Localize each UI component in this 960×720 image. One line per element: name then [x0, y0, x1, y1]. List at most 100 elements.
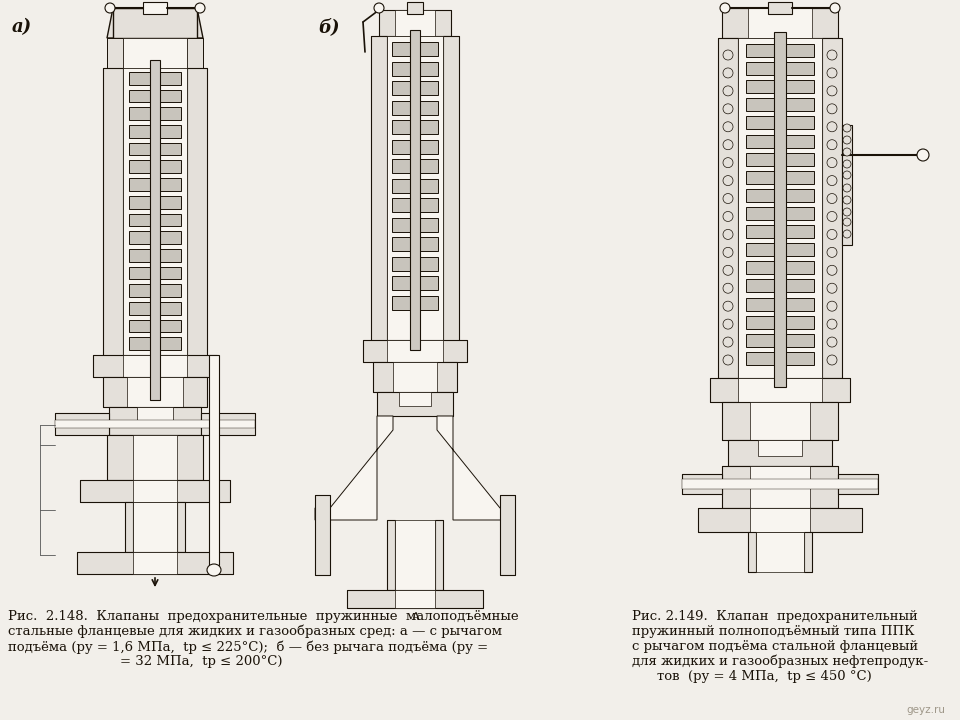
Bar: [774, 32, 786, 387]
Bar: [379, 10, 451, 36]
Bar: [129, 284, 181, 297]
Bar: [129, 302, 181, 315]
Bar: [750, 508, 810, 532]
Ellipse shape: [827, 248, 837, 257]
Bar: [129, 161, 181, 174]
Bar: [746, 352, 814, 365]
Ellipse shape: [843, 148, 851, 156]
Ellipse shape: [827, 265, 837, 275]
Ellipse shape: [843, 136, 851, 144]
Bar: [137, 407, 173, 425]
Ellipse shape: [827, 337, 837, 347]
Bar: [55, 413, 109, 435]
Bar: [80, 480, 230, 502]
Bar: [746, 315, 814, 329]
Bar: [371, 36, 387, 341]
Bar: [129, 249, 181, 261]
Bar: [107, 435, 203, 480]
Bar: [728, 440, 832, 466]
Bar: [435, 520, 443, 590]
Bar: [133, 502, 177, 552]
Ellipse shape: [723, 176, 733, 186]
Bar: [177, 502, 185, 552]
Ellipse shape: [723, 319, 733, 329]
Ellipse shape: [723, 194, 733, 204]
Bar: [756, 532, 804, 572]
Bar: [722, 466, 838, 508]
Bar: [722, 402, 838, 440]
Bar: [129, 196, 181, 209]
Ellipse shape: [723, 212, 733, 222]
Ellipse shape: [827, 104, 837, 114]
Bar: [768, 2, 792, 14]
Bar: [746, 207, 814, 220]
Bar: [443, 36, 459, 341]
Bar: [500, 495, 515, 575]
Bar: [123, 38, 187, 68]
Bar: [113, 8, 197, 38]
Ellipse shape: [827, 355, 837, 365]
Bar: [129, 337, 181, 350]
Bar: [129, 320, 181, 333]
Bar: [387, 36, 443, 341]
Bar: [129, 107, 181, 120]
Bar: [435, 520, 443, 590]
Bar: [315, 495, 330, 575]
Bar: [129, 266, 181, 279]
Text: a): a): [12, 18, 32, 36]
Ellipse shape: [827, 50, 837, 60]
Bar: [129, 231, 181, 244]
Bar: [129, 178, 181, 191]
Bar: [392, 256, 438, 271]
Ellipse shape: [723, 68, 733, 78]
Bar: [392, 198, 438, 212]
Bar: [107, 38, 123, 68]
Ellipse shape: [723, 283, 733, 293]
Bar: [750, 466, 810, 508]
Bar: [377, 392, 453, 416]
Bar: [746, 99, 814, 112]
Bar: [55, 420, 255, 428]
Bar: [129, 214, 181, 226]
Ellipse shape: [723, 230, 733, 240]
Bar: [363, 340, 467, 362]
Bar: [113, 8, 197, 38]
Ellipse shape: [723, 265, 733, 275]
Bar: [710, 378, 850, 402]
Bar: [718, 38, 738, 378]
Ellipse shape: [723, 158, 733, 168]
Bar: [392, 295, 438, 310]
Ellipse shape: [827, 194, 837, 204]
Ellipse shape: [843, 218, 851, 226]
Text: Рис.  2.148.  Клапаны  предохранительные  пружинные  малоподъёмные: Рис. 2.148. Клапаны предохранительные пр…: [8, 610, 518, 623]
Ellipse shape: [723, 337, 733, 347]
Bar: [209, 355, 219, 565]
Bar: [109, 407, 201, 435]
Bar: [143, 2, 167, 14]
Bar: [395, 590, 435, 608]
Bar: [395, 520, 435, 590]
Ellipse shape: [827, 212, 837, 222]
Bar: [748, 532, 756, 572]
Text: = 32 МПа,  tр ≤ 200°С): = 32 МПа, tр ≤ 200°С): [120, 655, 282, 668]
Bar: [722, 466, 838, 508]
Bar: [93, 355, 217, 377]
Bar: [201, 413, 255, 435]
Bar: [410, 30, 420, 350]
Ellipse shape: [843, 196, 851, 204]
Ellipse shape: [723, 104, 733, 114]
Bar: [347, 590, 483, 608]
Bar: [407, 2, 423, 14]
Bar: [387, 520, 395, 590]
Text: б): б): [318, 18, 340, 36]
Bar: [347, 590, 483, 608]
Ellipse shape: [723, 122, 733, 132]
Ellipse shape: [827, 176, 837, 186]
Bar: [123, 68, 187, 358]
Bar: [748, 532, 756, 572]
Bar: [363, 340, 467, 362]
Ellipse shape: [827, 301, 837, 311]
Bar: [103, 68, 123, 358]
Bar: [80, 480, 230, 502]
Bar: [842, 125, 852, 245]
